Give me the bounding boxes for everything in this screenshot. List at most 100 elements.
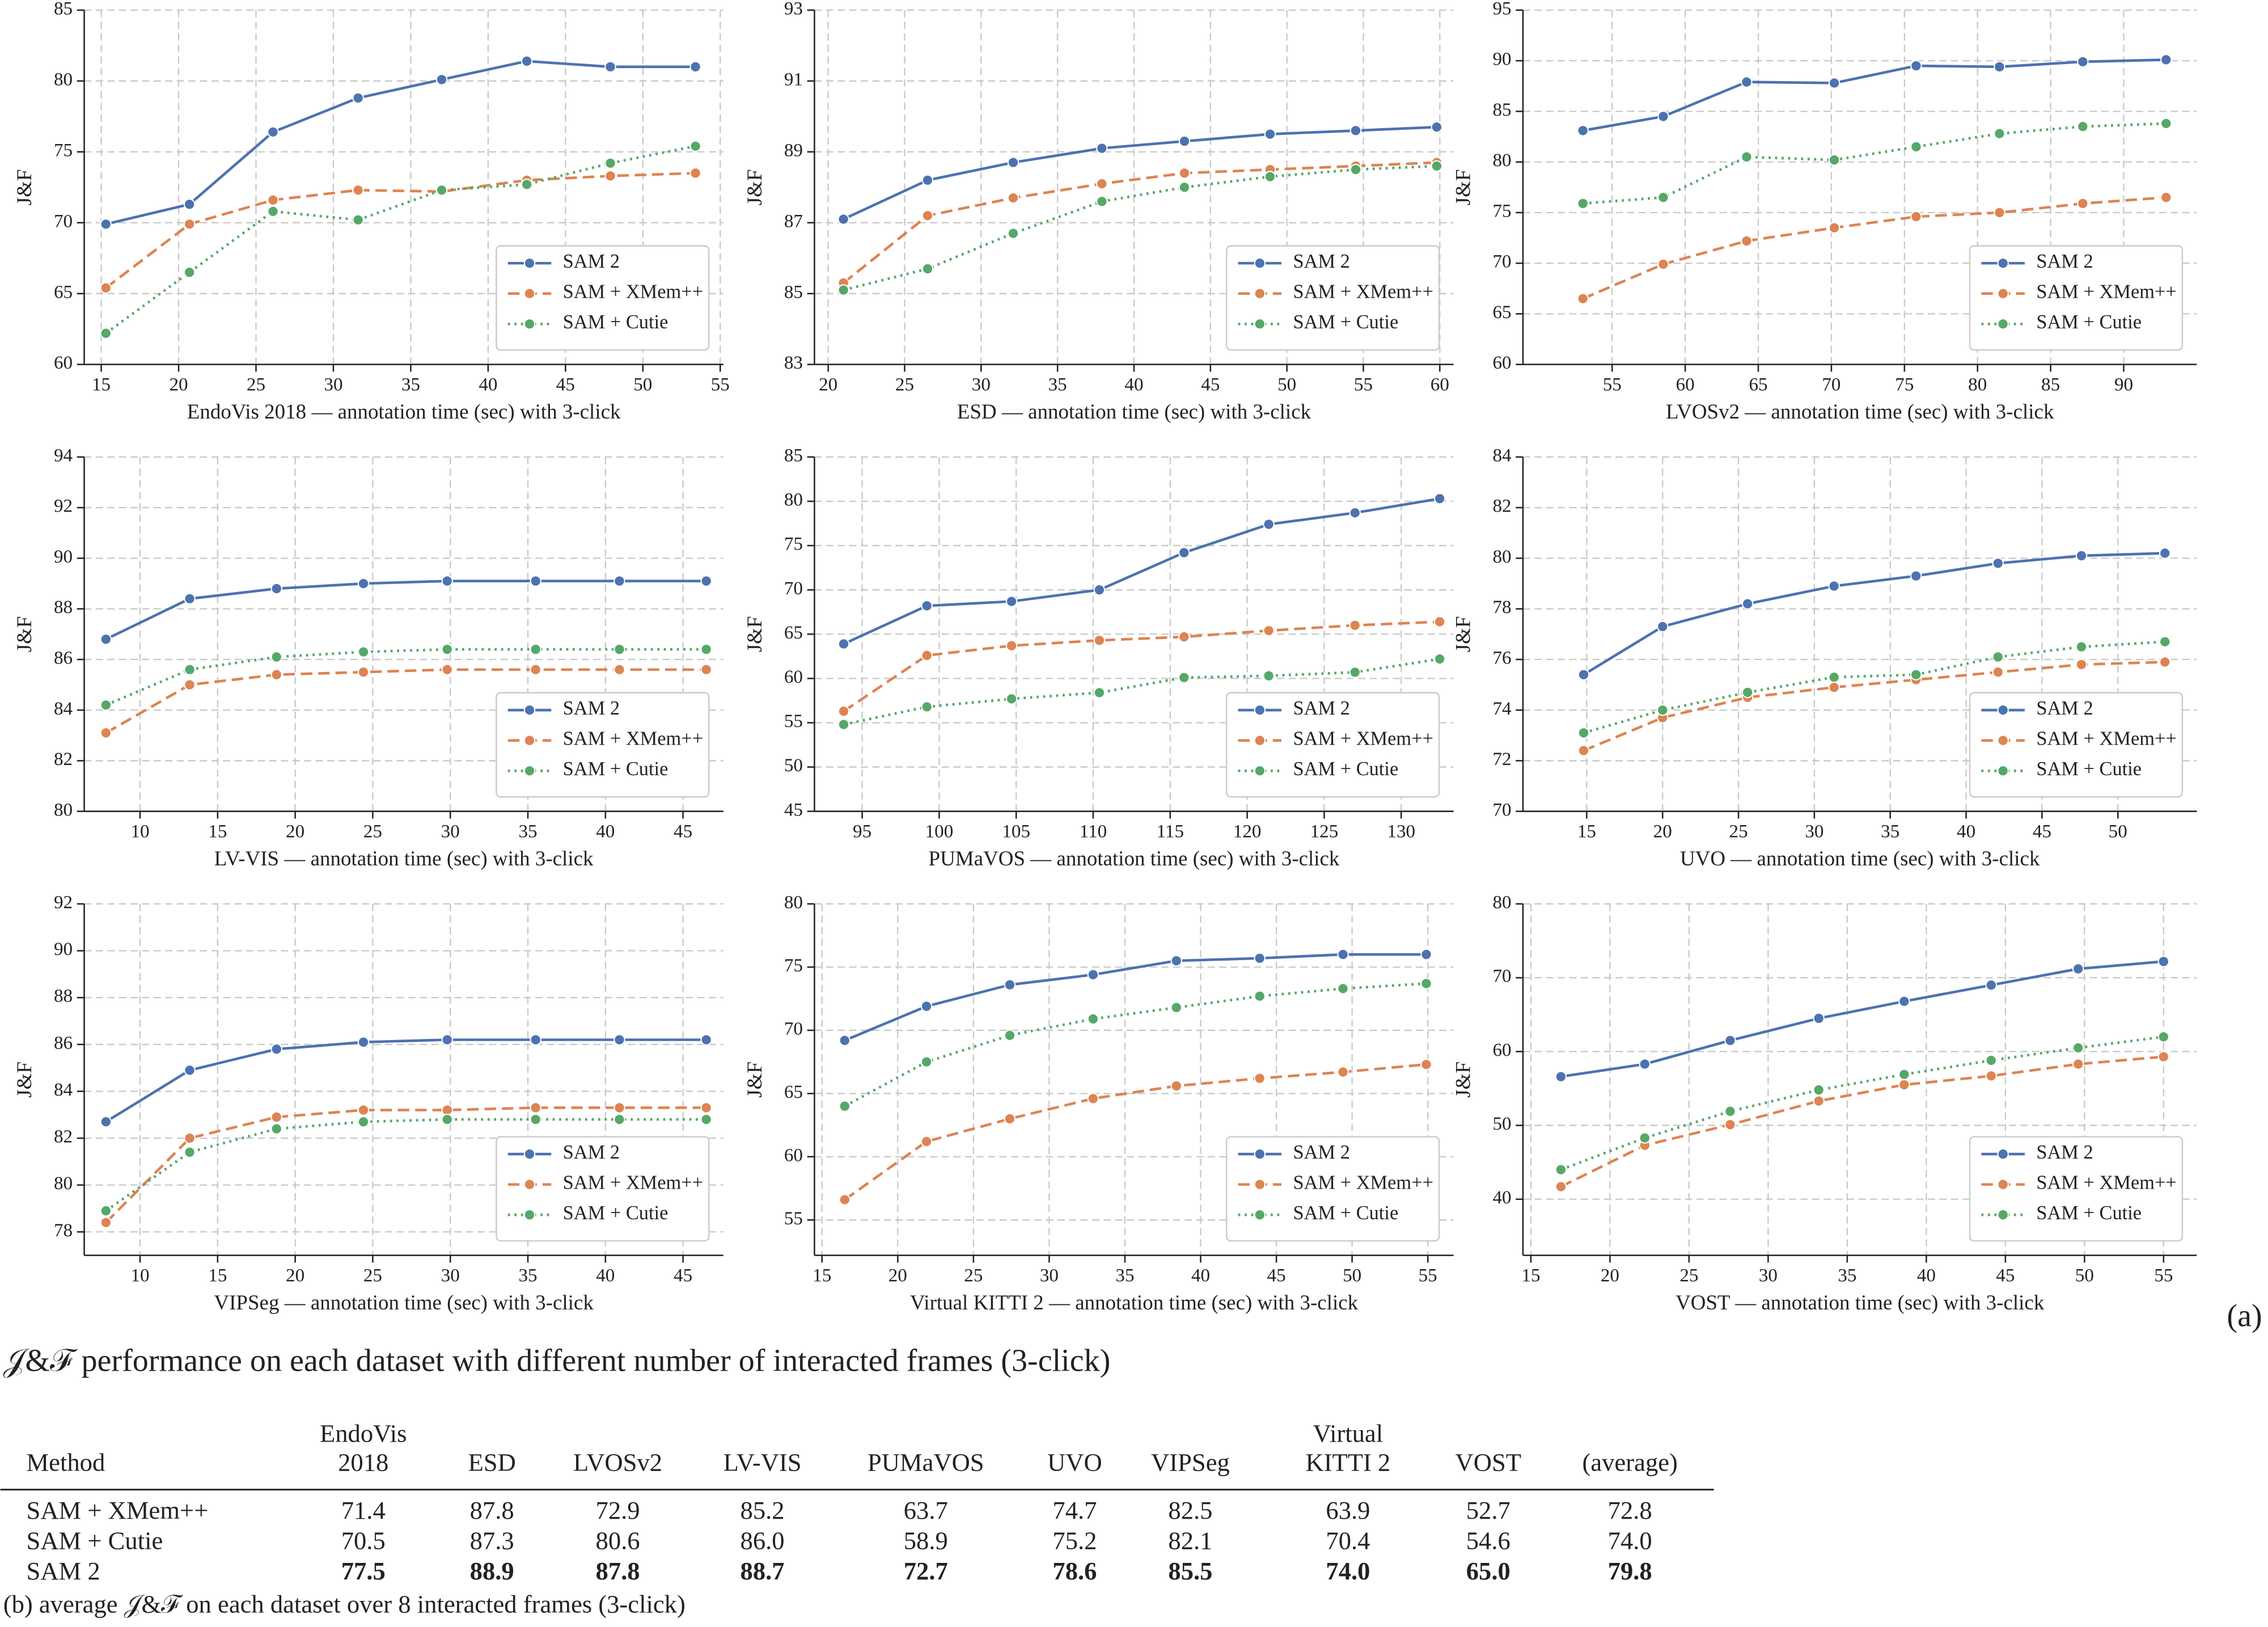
x-axis-label: UVO — annotation time (sec) with 3-click — [1680, 847, 2040, 870]
series-line — [844, 953, 1427, 1042]
data-point — [1555, 1071, 1567, 1083]
data-point — [1254, 990, 1266, 1002]
data-point — [1898, 995, 1910, 1007]
data-point — [1087, 969, 1099, 981]
x-tick-label: 95 — [853, 821, 871, 842]
data-point — [100, 727, 112, 739]
x-tick-label: 45 — [2033, 821, 2051, 842]
x-axis-label: Virtual KITTI 2 — annotation time (sec) … — [910, 1291, 1359, 1315]
x-tick-label: 30 — [441, 821, 460, 842]
data-point — [100, 282, 112, 294]
y-tick-label: 80 — [1492, 546, 1511, 567]
data-point — [1337, 948, 1349, 961]
table-header: LV-VIS — [723, 1448, 802, 1477]
data-point — [1420, 978, 1432, 990]
data-point — [1910, 141, 1922, 153]
data-point — [521, 179, 533, 191]
data-point — [441, 575, 453, 587]
x-axis-label: LV-VIS — annotation time (sec) with 3-cl… — [214, 847, 594, 870]
data-point — [100, 633, 112, 645]
data-point — [2160, 117, 2172, 129]
data-point — [184, 593, 196, 605]
chart-panel: 70 72 74 76 78 80 82 84 15 20 25 30 35 40 45 50 UVO — an… — [1451, 445, 2197, 870]
y-axis-label: J&F — [1451, 1062, 1474, 1098]
series-line — [843, 125, 1437, 221]
y-tick-label: 60 — [784, 666, 803, 687]
data-point — [837, 284, 849, 296]
data-point — [604, 157, 616, 169]
data-point — [2159, 656, 2171, 668]
legend-box — [496, 245, 710, 351]
data-point — [921, 210, 934, 222]
table-cell: 63.9 — [1326, 1496, 1370, 1524]
data-point — [1004, 1029, 1016, 1041]
legend-label: SAM + XMem++ — [1293, 1172, 1433, 1194]
legend-label: SAM + Cutie — [563, 758, 668, 780]
legend-label: SAM + XMem++ — [563, 728, 703, 750]
legend-marker — [1997, 1148, 2009, 1160]
data-point — [837, 213, 849, 225]
legend-label: SAM + Cutie — [1293, 758, 1399, 780]
y-tick-label: 80 — [54, 1173, 73, 1194]
y-tick-label: 80 — [54, 69, 73, 90]
x-tick-label: 25 — [363, 1265, 382, 1286]
data-point — [1337, 983, 1349, 995]
x-tick-label: 35 — [1838, 1265, 1856, 1286]
table-cell: 74.0 — [1326, 1557, 1370, 1585]
data-point — [530, 1113, 541, 1126]
y-tick-label: 55 — [784, 1208, 803, 1229]
data-point — [184, 1146, 196, 1159]
data-point — [1349, 507, 1361, 519]
data-point — [1433, 653, 1446, 665]
y-tick-label: 60 — [1492, 352, 1511, 373]
legend-marker — [523, 1208, 536, 1221]
data-point — [270, 651, 282, 663]
legend-marker — [1254, 318, 1266, 330]
data-point — [1992, 557, 2004, 569]
data-point — [2072, 1042, 2084, 1054]
series-line — [1582, 58, 2167, 132]
x-tick-label: 30 — [1759, 1265, 1778, 1286]
data-point — [2075, 641, 2088, 653]
x-tick-label: 75 — [1895, 374, 1914, 395]
x-tick-label: 130 — [1387, 821, 1415, 842]
data-point — [1828, 671, 1840, 683]
chart-panel: 80 82 84 86 88 90 92 94 10 15 20 25 30 35 40 45 LV-VIS —… — [12, 445, 723, 870]
legend-box — [1225, 1136, 1440, 1242]
data-point — [1178, 167, 1191, 179]
table-header: Virtual — [1313, 1419, 1383, 1448]
data-point — [357, 646, 370, 658]
x-tick-label: 15 — [92, 374, 111, 395]
table-cell: SAM + Cutie — [27, 1526, 163, 1554]
x-tick-label: 55 — [1354, 374, 1373, 395]
data-point — [1263, 518, 1275, 530]
legend-label: SAM 2 — [2036, 1142, 2093, 1163]
legend-label: SAM 2 — [563, 251, 620, 272]
legend-marker — [1997, 734, 2009, 746]
legend-label: SAM + Cutie — [563, 1202, 668, 1224]
legend-marker — [1254, 288, 1266, 299]
table-header: VOST — [1455, 1448, 1522, 1477]
data-point — [1724, 1105, 1736, 1117]
x-tick-label: 45 — [674, 1265, 692, 1286]
data-point — [689, 61, 701, 73]
x-tick-label: 60 — [1676, 374, 1695, 395]
y-tick-label: 92 — [54, 891, 73, 912]
data-point — [1420, 948, 1432, 961]
data-point — [1994, 128, 2005, 140]
data-point — [2157, 956, 2170, 967]
chart-panel: 40 50 60 70 80 15 20 25 30 35 40 45 50 55 VOST — annot… — [1451, 891, 2197, 1315]
data-point — [1004, 979, 1016, 991]
series-line — [843, 164, 1437, 291]
y-tick-label: 82 — [54, 1126, 73, 1147]
data-point — [1741, 235, 1753, 247]
legend-label: SAM 2 — [2036, 698, 2093, 719]
x-tick-label: 30 — [972, 374, 991, 395]
x-tick-label: 20 — [888, 1265, 907, 1286]
data-point — [1910, 210, 1922, 223]
x-tick-label: 20 — [1601, 1265, 1619, 1286]
data-point — [1985, 1070, 1997, 1082]
y-tick-label: 70 — [784, 1018, 803, 1039]
data-point — [839, 1194, 851, 1206]
x-tick-label: 35 — [1881, 821, 1899, 842]
